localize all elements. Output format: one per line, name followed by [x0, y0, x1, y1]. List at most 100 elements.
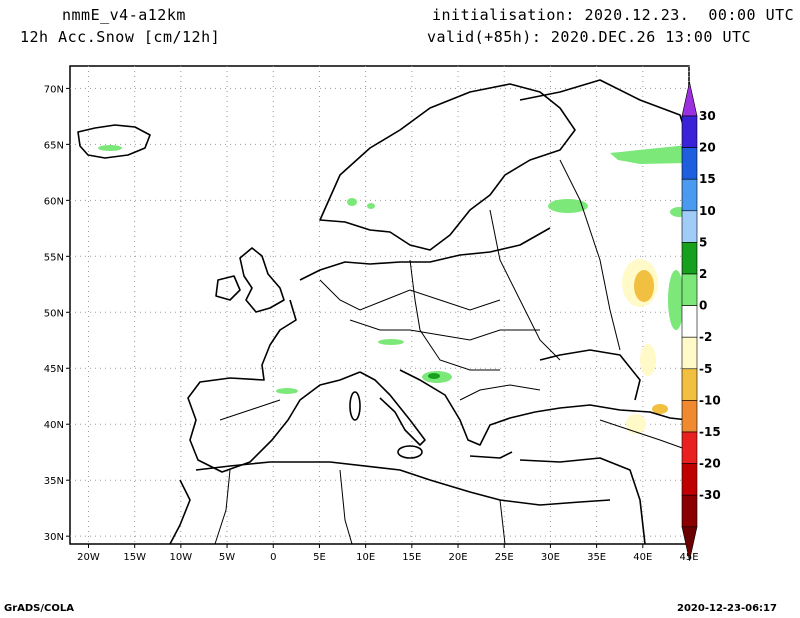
snow-area-turkey-east — [626, 414, 646, 434]
morocco-coast — [169, 479, 191, 545]
lat-label: 65N — [44, 140, 64, 151]
colorbar-segment — [681, 210, 698, 243]
colorbar-label: -10 — [699, 393, 721, 407]
border-iberia — [219, 399, 281, 421]
great-britain-coast — [239, 247, 285, 313]
lat-label: 70N — [44, 84, 64, 95]
colorbar-label: 0 — [699, 299, 707, 313]
lat-label: 35N — [44, 476, 64, 487]
colorbar-label: 10 — [699, 204, 716, 218]
colorbar-segment — [681, 336, 698, 370]
border-alps — [349, 319, 540, 341]
snow-area-norway — [347, 198, 357, 206]
colorbar-label: -15 — [699, 425, 721, 439]
longitude-labels: 20W15W10W5W05E10E15E20E25E30E35E40E45E — [77, 544, 699, 563]
footer-software: GrADS/COLA — [4, 603, 74, 614]
snow-area-volga — [668, 270, 684, 330]
colorbar-segment — [681, 494, 698, 528]
border-central — [319, 279, 501, 311]
snow-area-iceland — [98, 145, 122, 151]
colorbar-label: 30 — [699, 109, 716, 123]
colorbar-segment — [681, 463, 698, 496]
corsica-sardinia — [349, 391, 361, 421]
lon-label: 15W — [123, 552, 146, 563]
colorbar-segment — [681, 242, 698, 275]
valid-time: valid(+85h): 2020.DEC.26 13:00 UTC — [427, 28, 752, 46]
colorbar-segment — [681, 431, 698, 464]
lon-label: 0 — [270, 552, 276, 563]
lon-label: 40E — [633, 552, 652, 563]
model-title: nmmE_v4-a12km — [62, 6, 186, 24]
border-russia — [559, 159, 621, 351]
levant-coast — [519, 457, 646, 545]
border-baltic-russia — [489, 209, 561, 361]
balkans-coast — [399, 369, 536, 446]
anatolia-north-coast — [534, 404, 689, 421]
border-libya-egypt — [499, 499, 506, 545]
colorbar-label: -20 — [699, 457, 721, 471]
colorbar-segment — [681, 273, 698, 306]
crete — [469, 451, 513, 459]
lat-label: 60N — [44, 196, 64, 207]
border-tunisia-libya — [339, 469, 353, 545]
italy-coast — [359, 371, 426, 446]
snow-area-dinaric-core — [428, 373, 440, 379]
north-european-coast — [299, 227, 551, 281]
colorbar-segment — [681, 400, 698, 433]
lon-label: 35E — [587, 552, 606, 563]
snow-area-caucasus-north — [640, 344, 656, 376]
snow-area-russia-west — [548, 199, 588, 213]
lat-label: 50N — [44, 308, 64, 319]
lon-label: 25E — [495, 552, 514, 563]
lon-label: 10E — [356, 552, 375, 563]
lon-label: 30E — [541, 552, 560, 563]
lon-label: 5E — [313, 552, 326, 563]
colorbar-segment — [681, 305, 698, 338]
western-europe-coast — [187, 299, 361, 473]
lat-label: 55N — [44, 252, 64, 263]
border-algeria — [214, 469, 231, 545]
lat-label: 30N — [44, 532, 64, 543]
colorbar-label: -5 — [699, 362, 712, 376]
lon-label: 20W — [77, 552, 100, 563]
iceland-coast — [77, 124, 151, 159]
snow-area-caucasus — [652, 404, 668, 414]
black-sea-coast — [539, 349, 641, 401]
colorbar-segment — [681, 178, 698, 212]
snow-area-russia-north — [610, 145, 688, 164]
colorbar-label: 5 — [699, 235, 707, 249]
colorbar-label: 20 — [699, 141, 716, 155]
colorbar-segment — [681, 147, 698, 180]
colorbar-bottom-arrow — [681, 526, 698, 561]
border-turkey-east — [599, 419, 689, 451]
lon-label: 10W — [170, 552, 193, 563]
border-balkans — [459, 384, 541, 401]
field-title: 12h Acc.Snow [cm/12h] — [20, 28, 221, 46]
colorbar-label: -2 — [699, 330, 712, 344]
colorbar-label: 2 — [699, 267, 707, 281]
north-africa-coast — [195, 461, 611, 506]
snow-area-norway-2 — [367, 203, 375, 209]
lon-label: 5W — [219, 552, 235, 563]
border-poland — [409, 259, 500, 371]
map-frame — [69, 65, 690, 545]
lat-label: 40N — [44, 420, 64, 431]
snow-area-alps — [378, 339, 404, 345]
ireland-coast — [215, 275, 241, 301]
country-borders — [214, 159, 689, 545]
colorbar-label: 15 — [699, 172, 716, 186]
colorbar-segment — [681, 368, 698, 401]
init-time: initialisation: 2020.12.23. 00:00 UTC — [432, 6, 795, 24]
lat-label: 45N — [44, 364, 64, 375]
snow-area-russia-core — [634, 270, 654, 302]
footer-timestamp: 2020-12-23-06:17 — [677, 603, 777, 614]
lon-label: 15E — [402, 552, 421, 563]
snow-area-pyrenees — [276, 388, 298, 394]
colorbar-label: -30 — [699, 488, 721, 502]
latitude-labels: 30N 35N 40N 45N 50N 55N 60N 65N 70N — [44, 84, 70, 543]
colorbar-segment — [681, 115, 698, 148]
snow-shading — [98, 145, 688, 434]
grid-lines — [70, 66, 690, 544]
